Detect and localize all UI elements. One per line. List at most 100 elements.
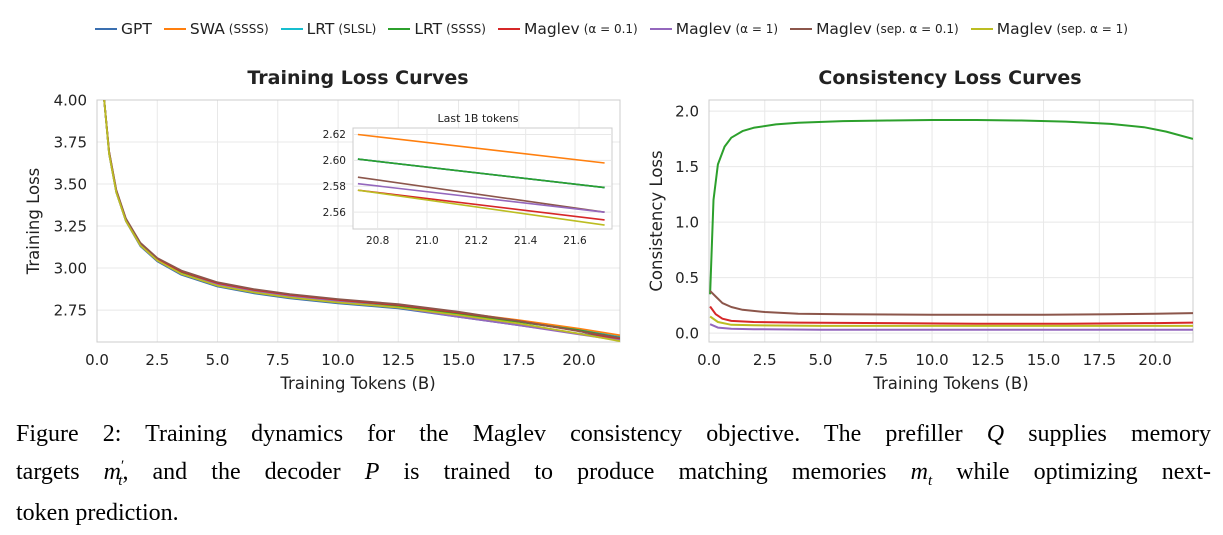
- legend-swatch: [280, 28, 303, 30]
- y-tick-label: 2.58: [323, 181, 346, 193]
- x-tick-label: 20.0: [1138, 351, 1171, 369]
- math-base: m: [103, 459, 121, 485]
- legend-label: LRT: [306, 20, 335, 38]
- legend-note: (SSSS): [446, 22, 486, 36]
- y-tick-label: 3.00: [54, 259, 87, 277]
- legend-swatch: [95, 28, 118, 30]
- series-line: [357, 189, 605, 221]
- y-tick-label: 0.0: [675, 324, 699, 342]
- legend-swatch: [388, 28, 411, 30]
- plot-frame: [96, 99, 621, 343]
- math-variable: m′t: [103, 458, 125, 489]
- x-tick-label: 5.0: [809, 351, 833, 369]
- training-loss-chart: Training Loss Curves 0.0 2.5 5.0 7.5 10.0 12.…: [24, 67, 621, 393]
- caption-text: is trained to produce matching memories: [403, 459, 887, 485]
- figure-caption: Figure 2: Training dynamics for the Magl…: [16, 418, 1211, 529]
- x-tick-label: 20.8: [366, 235, 389, 247]
- x-tick-label: 12.5: [382, 351, 415, 369]
- y-tick-labels: 0.0 0.5 1.0 1.5 2.0: [675, 102, 699, 342]
- x-tick-label: 5.0: [206, 351, 230, 369]
- y-tick-label: 0.5: [675, 269, 699, 287]
- series-line: [357, 158, 605, 189]
- x-axis-label: Training Tokens (B): [872, 374, 1028, 393]
- caption-text: supplies memory: [1028, 421, 1211, 447]
- y-tick-label: 2.62: [323, 129, 346, 141]
- inset-series-lines: [357, 133, 605, 226]
- legend-note: (α = 0.1): [583, 22, 638, 36]
- x-tick-label: 7.5: [266, 351, 290, 369]
- chart-title: Training Loss Curves: [247, 67, 468, 89]
- x-tick-label: 17.5: [502, 351, 535, 369]
- consistency-loss-chart: Consistency Loss Curves 0.0 2.5 5.0 7.5 10.0…: [647, 67, 1194, 393]
- series-line: [709, 305, 1193, 325]
- caption-line-2: targets m′t, and the decoder P is traine…: [16, 450, 1211, 497]
- math-base: m: [910, 459, 928, 485]
- legend-note: (SSSS): [228, 22, 269, 36]
- series-lines: [103, 100, 620, 342]
- legend-label: Maglev: [996, 20, 1053, 38]
- caption-text: , and the decoder: [122, 459, 341, 485]
- y-axis-label: Training Loss: [24, 168, 43, 276]
- x-tick-label: 21.6: [563, 235, 587, 247]
- series-lines: [709, 119, 1193, 331]
- y-tick-label: 2.60: [323, 155, 346, 167]
- inset-y-tick-labels: 2.56 2.58 2.60 2.62: [323, 129, 347, 219]
- legend-note: (SLSL): [338, 22, 377, 36]
- x-tick-label: 15.0: [1027, 351, 1060, 369]
- inset-chart: Last 1B tokens 20.8 21.0 21.2 21.4 21.6 2.56…: [323, 112, 613, 247]
- y-tick-label: 3.25: [54, 217, 87, 235]
- series-line: [709, 119, 1193, 295]
- caption-line-3: token prediction.: [16, 499, 179, 526]
- x-tick-label: 20.0: [562, 351, 595, 369]
- legend-swatch: [163, 28, 186, 30]
- legend-item: Maglev (α = 0.1): [497, 20, 638, 38]
- series-line: [709, 290, 1193, 316]
- series-line: [357, 133, 605, 164]
- x-tick-label: 10.0: [321, 351, 354, 369]
- x-tick-label: 0.0: [697, 351, 721, 369]
- series-line: [357, 176, 605, 213]
- x-tick-label: 17.5: [1083, 351, 1116, 369]
- chart-title: Consistency Loss Curves: [818, 67, 1081, 89]
- legend-label: Maglev: [816, 20, 872, 38]
- series-line: [709, 315, 1193, 327]
- legend-item: LRT (SLSL): [280, 20, 377, 38]
- y-tick-labels: 2.75 3.00 3.25 3.50 3.75 4.00: [54, 91, 87, 319]
- y-tick-label: 1.0: [675, 213, 699, 231]
- math-variable: mt: [910, 459, 933, 489]
- series-line: [357, 182, 605, 213]
- legend-note: (α = 1): [735, 22, 779, 36]
- x-tick-label: 7.5: [864, 351, 888, 369]
- x-tick-labels: 0.0 2.5 5.0 7.5 10.0 12.5 15.0 17.5 20.0: [85, 351, 596, 369]
- legend-label: Maglev: [675, 20, 732, 38]
- legend-note: (sep. α = 0.1): [875, 22, 959, 36]
- series-line: [357, 189, 605, 226]
- legend-label: SWA: [189, 20, 225, 38]
- legend-item: Maglev (sep. α = 0.1): [790, 20, 959, 38]
- math-variable: Q: [986, 421, 1005, 447]
- y-tick-label: 1.5: [675, 158, 699, 176]
- legend-item: Maglev (sep. α = 1): [970, 20, 1128, 38]
- x-tick-label: 21.2: [465, 235, 488, 247]
- grid: [708, 100, 1193, 342]
- caption-text: while optimizing next-: [956, 459, 1212, 485]
- legend-item: Maglev (α = 1): [649, 20, 779, 38]
- x-tick-labels: 0.0 2.5 5.0 7.5 10.0 12.5 15.0 17.5 20.0: [697, 351, 1172, 369]
- legend: GPT SWA (SSSS) LRT (SLSL) LRT (SSSS) Maglev (α =…: [0, 14, 1223, 44]
- x-axis-label: Training Tokens (B): [279, 374, 435, 393]
- x-tick-label: 2.5: [753, 351, 777, 369]
- legend-swatch: [970, 28, 993, 30]
- x-tick-label: 2.5: [145, 351, 169, 369]
- inset-x-tick-labels: 20.8 21.0 21.2 21.4 21.6: [366, 235, 587, 247]
- x-tick-label: 12.5: [971, 351, 1004, 369]
- y-tick-label: 2.0: [675, 102, 699, 120]
- math-variable: P: [364, 459, 380, 485]
- x-tick-label: 15.0: [442, 351, 475, 369]
- legend-swatch: [649, 28, 672, 30]
- legend-item: SWA (SSSS): [163, 20, 269, 38]
- inset-grid: [353, 128, 612, 229]
- plot-frame: [708, 99, 1194, 343]
- y-tick-label: 4.00: [54, 91, 87, 109]
- legend-item: GPT: [95, 20, 152, 38]
